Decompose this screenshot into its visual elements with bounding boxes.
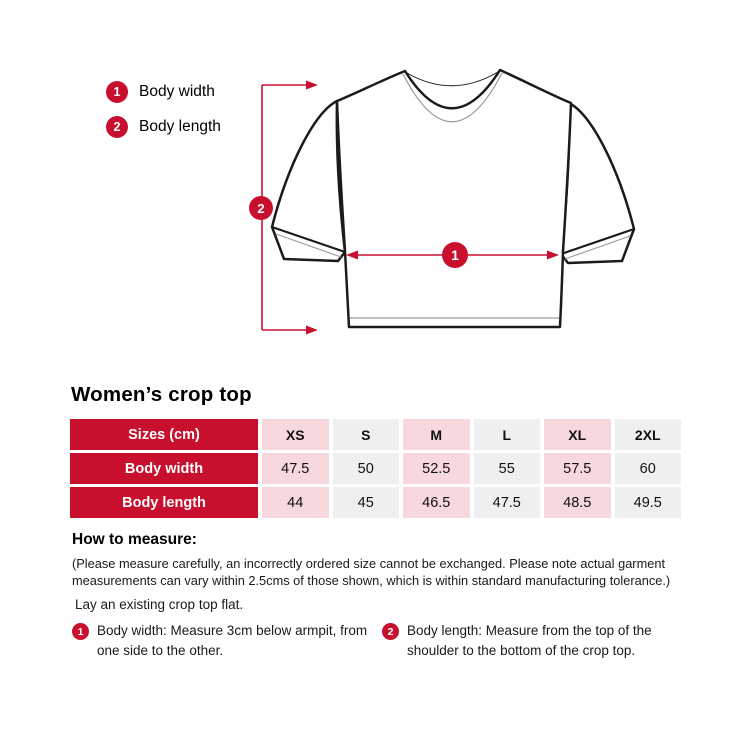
how-to-measure-section: How to measure: (Please measure carefull… — [72, 531, 692, 660]
table-col-xs: XS — [262, 419, 329, 450]
legend-item-body-length: 2 Body length — [106, 116, 221, 138]
body-width-m: 52.5 — [403, 453, 470, 484]
body-width-s: 50 — [332, 453, 399, 484]
body-length-xs: 44 — [262, 487, 329, 518]
body-width-l: 55 — [473, 453, 540, 484]
right-sleeve — [559, 101, 636, 265]
intro-text: Lay an existing crop top flat. — [75, 597, 244, 613]
table-row-label-body-width: Body width — [70, 453, 258, 484]
legend-label-body-length: Body length — [139, 118, 221, 135]
table-header-sizes: Sizes (cm) — [70, 419, 258, 450]
shirt-body — [335, 68, 573, 329]
measure-steps: 1 Body width: Measure 3cm below armpit, … — [72, 621, 692, 660]
step-body-length: 2 Body length: Measure from the top of t… — [382, 621, 679, 660]
left-sleeve — [270, 99, 347, 263]
body-length-2xl: 49.5 — [614, 487, 681, 518]
table-col-s: S — [332, 419, 399, 450]
step-body-width: 1 Body width: Measure 3cm below armpit, … — [72, 621, 382, 660]
legend-badge-1: 1 — [106, 81, 128, 103]
body-length-m: 46.5 — [403, 487, 470, 518]
page-title: Women’s crop top — [71, 383, 252, 406]
how-to-heading: How to measure: — [72, 531, 197, 548]
table-col-m: M — [403, 419, 470, 450]
body-length-arrow-top — [306, 80, 318, 90]
step-text-body-width: Body width: Measure 3cm below armpit, fr… — [97, 623, 368, 658]
table-row-label-body-length: Body length — [70, 487, 258, 518]
body-length-s: 45 — [332, 487, 399, 518]
body-width-arrow-left — [346, 250, 358, 260]
body-length-arrow-bottom — [306, 325, 318, 335]
legend-badge-2: 2 — [106, 116, 128, 138]
table-col-xl: XL — [544, 419, 611, 450]
body-width-arrow-right — [547, 250, 559, 260]
collar-back-line — [406, 71, 499, 87]
diagram-callout-width-badge: 1 — [442, 242, 468, 268]
size-table: Sizes (cm) XS S M L XL 2XL Body width 47… — [70, 419, 681, 518]
disclaimer-text: (Please measure carefully, an incorrectl… — [72, 556, 671, 588]
body-width-xl: 57.5 — [544, 453, 611, 484]
step-badge-2: 2 — [382, 623, 399, 641]
collar-outer-line — [402, 72, 503, 123]
legend-item-body-width: 1 Body width — [106, 81, 221, 103]
body-length-xl: 48.5 — [544, 487, 611, 518]
step-badge-1: 1 — [72, 623, 89, 641]
diagram-callout-length-badge: 2 — [249, 196, 273, 220]
crop-top-diagram — [261, 68, 636, 335]
table-col-l: L — [473, 419, 540, 450]
legend-label-body-width: Body width — [139, 83, 215, 100]
body-length-l: 47.5 — [473, 487, 540, 518]
measure-legend: 1 Body width 2 Body length — [106, 81, 221, 138]
body-width-2xl: 60 — [614, 453, 681, 484]
step-text-body-length: Body length: Measure from the top of the… — [407, 623, 652, 658]
table-col-2xl: 2XL — [614, 419, 681, 450]
body-width-xs: 47.5 — [262, 453, 329, 484]
